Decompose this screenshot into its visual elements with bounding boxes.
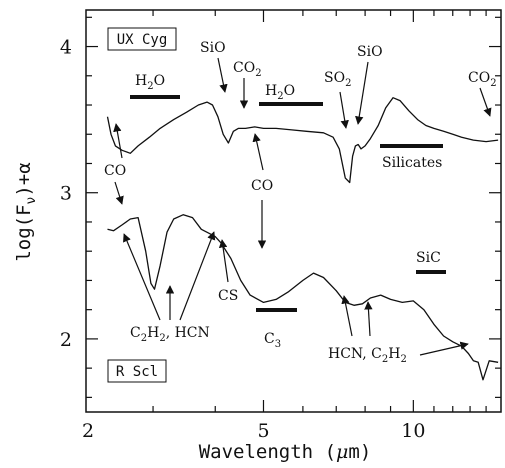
ux-cyg-label: UX Cyg bbox=[117, 32, 168, 48]
co2-label-1: CO2 bbox=[233, 60, 262, 79]
arrow-sio-2 bbox=[355, 61, 369, 125]
x-tick-label: 10 bbox=[401, 420, 425, 442]
silicates-label: Silicates bbox=[382, 155, 442, 171]
arrow-c2h2-1 bbox=[123, 233, 161, 321]
c2h2-hcn-label: C2H2, HCN bbox=[130, 325, 210, 344]
arrow-c2h2-3 bbox=[179, 231, 216, 321]
sio-label-1: SiO bbox=[200, 40, 226, 56]
co-label-2: CO bbox=[251, 178, 273, 194]
arrow-so2 bbox=[339, 91, 349, 129]
h2o-label-1: H2O bbox=[135, 73, 165, 92]
r-scl-label-box bbox=[107, 359, 167, 383]
y-axis-title: log(Fν)+α bbox=[13, 162, 39, 261]
arrow-co2-2 bbox=[479, 87, 492, 117]
sic-label: SiC bbox=[416, 250, 441, 266]
series-lines bbox=[106, 97, 499, 381]
x-tick-label: 5 bbox=[257, 420, 269, 442]
so2-label: SO2 bbox=[324, 70, 351, 89]
ux-cyg-label-box bbox=[107, 27, 177, 51]
co2-label-2: CO2 bbox=[468, 70, 497, 89]
plot-frame bbox=[85, 9, 502, 413]
arrow-hcn-2 bbox=[364, 301, 373, 337]
x-tick-label: 2 bbox=[82, 420, 94, 442]
cs-label: CS bbox=[218, 288, 238, 304]
c3-label: C3 bbox=[264, 331, 281, 350]
arrow-co-2 bbox=[114, 181, 124, 205]
hcn-c2h2-label: HCN, C2H2 bbox=[328, 346, 407, 365]
y-tick-label: 3 bbox=[60, 183, 72, 205]
feature-bars bbox=[130, 95, 446, 312]
arrow-co-1 bbox=[113, 123, 123, 159]
arrow-co-3a bbox=[252, 133, 264, 171]
annotation-arrows bbox=[113, 57, 492, 356]
y-tick-label: 4 bbox=[60, 37, 72, 59]
series-line-r-scl bbox=[107, 214, 499, 381]
r-scl-label: R Scl bbox=[116, 364, 158, 380]
y-tick-label: 2 bbox=[60, 329, 72, 351]
h2o-label-2: H2O bbox=[265, 83, 295, 102]
series-line-ux-cyg bbox=[106, 97, 499, 184]
arrow-hcn-3 bbox=[419, 341, 469, 356]
arrow-hcn-1 bbox=[341, 295, 353, 337]
sio-label-2: SiO bbox=[357, 44, 383, 60]
x-axis-title: Wavelength (μm) bbox=[199, 441, 372, 463]
axis-ticks bbox=[86, 10, 501, 412]
co-label-1: CO bbox=[104, 163, 126, 179]
arrow-sio-1 bbox=[217, 57, 228, 93]
axis-tick-labels: 2 5 10 2 3 4 bbox=[60, 37, 426, 442]
arrow-cs bbox=[218, 239, 229, 283]
